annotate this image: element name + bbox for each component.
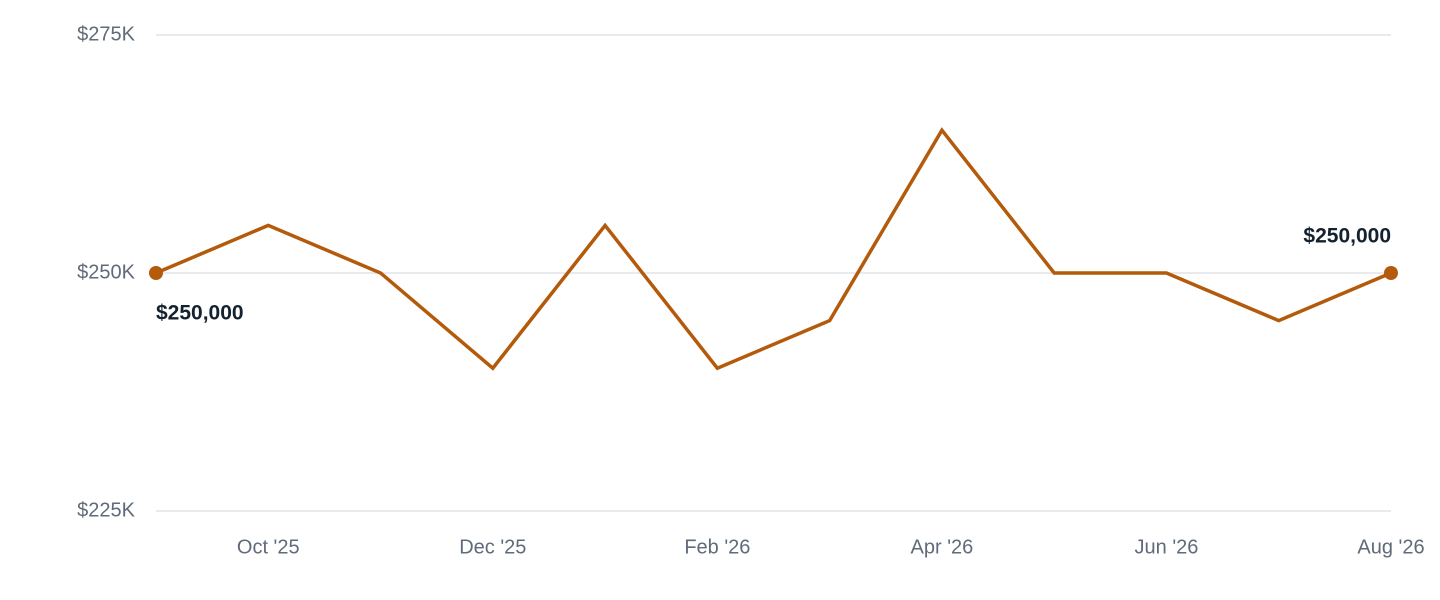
x-tick-label: Feb '26	[684, 536, 750, 558]
y-tick-label: $250K	[77, 261, 135, 283]
x-tick-label: Oct '25	[237, 536, 300, 558]
x-tick-label: Dec '25	[459, 536, 526, 558]
x-tick-label: Apr '26	[911, 536, 974, 558]
line	[155, 127, 1392, 371]
x-tick-label: Jun '26	[1135, 536, 1199, 558]
point	[149, 266, 163, 280]
value-label: $250,000	[156, 302, 244, 325]
value-label: $250,000	[1303, 225, 1391, 248]
point	[1384, 266, 1398, 280]
y-tick-label: $275K	[77, 23, 135, 45]
x-tick-label: Aug '26	[1357, 536, 1424, 558]
y-tick-label: $225K	[77, 499, 135, 521]
